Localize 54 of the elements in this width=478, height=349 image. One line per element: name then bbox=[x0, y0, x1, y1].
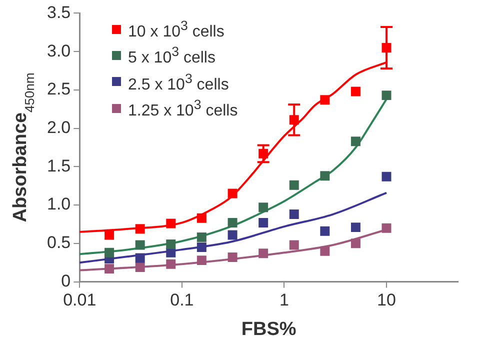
y-axis-title: Absorbance450nm bbox=[10, 72, 37, 222]
point bbox=[228, 252, 238, 262]
point bbox=[382, 172, 392, 182]
point bbox=[196, 242, 206, 252]
point bbox=[196, 256, 206, 266]
x-tick-label: 0.01 bbox=[63, 290, 96, 310]
x-tick-label: 0.1 bbox=[170, 290, 194, 310]
point bbox=[320, 171, 330, 181]
point bbox=[135, 253, 145, 263]
point bbox=[320, 95, 330, 105]
point bbox=[166, 239, 176, 249]
point bbox=[166, 218, 176, 228]
point bbox=[289, 210, 299, 220]
point bbox=[350, 86, 360, 96]
point bbox=[135, 262, 145, 272]
x-tick-label: 10 bbox=[377, 290, 396, 310]
y-tick-label: 1.0 bbox=[46, 194, 71, 214]
x-tick-label: 1 bbox=[279, 290, 289, 310]
point bbox=[382, 223, 392, 233]
point bbox=[350, 238, 360, 248]
x-axis-title: FBS% bbox=[241, 318, 296, 340]
point bbox=[104, 230, 114, 240]
point bbox=[350, 136, 360, 146]
point bbox=[104, 248, 114, 258]
point bbox=[258, 248, 268, 258]
y-tick-label: 2.0 bbox=[46, 118, 71, 137]
point bbox=[196, 213, 206, 223]
point bbox=[228, 188, 238, 198]
y-tick-label: 0.5 bbox=[46, 233, 71, 252]
point bbox=[228, 218, 238, 228]
point bbox=[289, 180, 299, 190]
legend-label: 2.5 x 10$^{3}$ cells bbox=[128, 70, 229, 95]
point bbox=[382, 90, 392, 100]
point bbox=[228, 230, 238, 240]
y-tick-label: 3.5 bbox=[46, 2, 71, 22]
point bbox=[350, 222, 360, 232]
point bbox=[135, 240, 145, 250]
legend-label: 1.25 x 10$^{3}$ cells bbox=[128, 96, 238, 122]
point bbox=[196, 232, 206, 242]
y-tick-label: 2.5 bbox=[46, 80, 71, 99]
point bbox=[320, 246, 330, 256]
y-tick-label: 3.0 bbox=[46, 41, 71, 60]
point bbox=[104, 264, 114, 274]
legend-label: 10 x 10$^{3}$ cells bbox=[128, 17, 224, 42]
point bbox=[258, 202, 268, 212]
point bbox=[289, 240, 299, 250]
point bbox=[135, 224, 145, 234]
legend-label: 5 x 10$^{3}$ cells bbox=[128, 43, 216, 69]
point bbox=[258, 218, 268, 228]
point bbox=[166, 248, 176, 258]
y-tick-label: 1.5 bbox=[46, 156, 71, 176]
point bbox=[320, 226, 330, 236]
point bbox=[166, 259, 176, 269]
y-tick-label: 0 bbox=[61, 271, 71, 290]
